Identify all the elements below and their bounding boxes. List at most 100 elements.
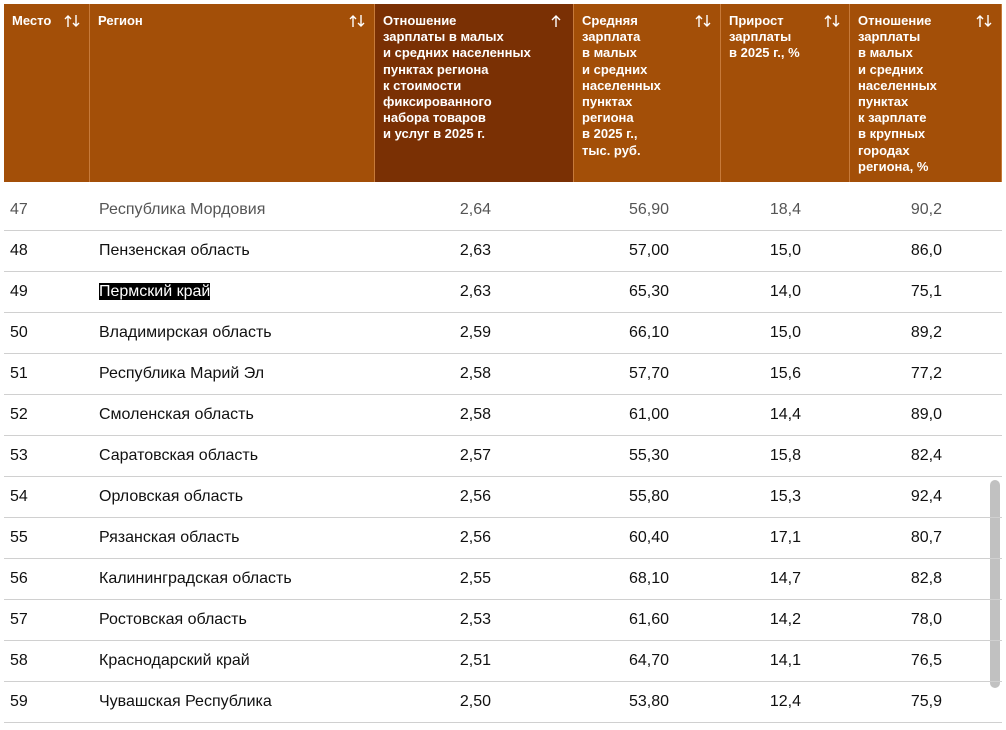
- table-cell: 57: [10, 600, 28, 640]
- cell-text: 52: [10, 406, 28, 423]
- cell-text: 2,63: [459, 283, 491, 300]
- table-row: 59 Чувашская Республика 2,50 53,80 12,4 75,9: [4, 682, 1002, 723]
- sort-icon[interactable]: [975, 14, 993, 28]
- column-header[interactable]: Прирост зарплаты в 2025 г., %: [721, 4, 850, 182]
- cell-text: Республика Марий Эл: [99, 365, 265, 382]
- cell-text: 50: [10, 324, 28, 341]
- header-text: зарплата: [582, 29, 641, 45]
- cell-text: 2,58: [459, 406, 491, 423]
- table-cell: Смоленская область: [99, 395, 254, 435]
- cell-text: 59: [10, 693, 28, 710]
- sort-icon[interactable]: [823, 14, 841, 28]
- table-cell: Ростовская область: [99, 600, 247, 640]
- header-text: региона, %: [858, 158, 929, 174]
- table-cell: 52: [10, 395, 28, 435]
- header-text: городах: [858, 142, 910, 158]
- table-cell: 50: [10, 313, 28, 353]
- cell-text: 90,2: [910, 201, 942, 218]
- cell-text: 48: [10, 242, 28, 259]
- header-text: Средняя: [582, 13, 638, 28]
- cell-text: 82,8: [910, 570, 942, 587]
- header-text: в 2025 г.,: [582, 126, 638, 142]
- cell-text: 14,1: [769, 652, 801, 669]
- column-header[interactable]: Отношение зарплаты в малых и средних населен…: [850, 4, 1002, 182]
- cell-text: 2,53: [459, 611, 491, 628]
- header-text: и средних: [858, 61, 924, 77]
- table-cell: 14,0: [770, 272, 801, 312]
- cell-text: 76,5: [910, 652, 942, 669]
- cell-text: Чувашская Республика: [99, 693, 272, 710]
- scrollbar[interactable]: [990, 480, 1000, 688]
- cell-text: 89,2: [910, 324, 942, 341]
- header-text: и услуг в 2025 г.: [383, 126, 485, 142]
- cell-text: 80,7: [910, 529, 942, 546]
- cell-text: Смоленская область: [99, 406, 254, 423]
- table-row: 49 Пермский край 2,63 65,30 14,0 75,1: [4, 272, 1002, 313]
- cell-text: 49: [10, 283, 28, 300]
- table-cell: 15,8: [770, 436, 801, 476]
- table-cell: 54: [10, 477, 28, 517]
- cell-text: 2,57: [459, 447, 491, 464]
- cell-text: 89,0: [910, 406, 942, 423]
- table-cell: 2,59: [460, 313, 491, 353]
- sort-icon[interactable]: [63, 14, 81, 28]
- cell-text: 54: [10, 488, 28, 505]
- cell-text: 57,70: [628, 365, 669, 382]
- column-header[interactable]: Отношение зарплаты в малых и средних насел…: [375, 4, 574, 182]
- header-text: в крупных: [858, 126, 926, 142]
- table-cell: 2,51: [460, 641, 491, 681]
- table-cell: 2,57: [460, 436, 491, 476]
- table-cell: 2,50: [460, 682, 491, 722]
- sort-icon[interactable]: [694, 14, 712, 28]
- cell-text: 17,1: [769, 529, 801, 546]
- cell-text: 61,00: [628, 406, 669, 423]
- table-cell: Рязанская область: [99, 518, 239, 558]
- header-text: к зарплате: [858, 110, 927, 126]
- table-cell: 14,4: [770, 395, 801, 435]
- cell-text: 57: [10, 611, 28, 628]
- table-cell: 55,30: [629, 436, 669, 476]
- cell-text: 2,56: [459, 529, 491, 546]
- table-cell: 61,60: [629, 600, 669, 640]
- table-cell: Калининградская область: [99, 559, 292, 599]
- cell-text: 86,0: [910, 242, 942, 259]
- table-row: 56 Калининградская область 2,55 68,10 14,7 82…: [4, 559, 1002, 600]
- table-row: 48 Пензенская область 2,63 57,00 15,0 86,0: [4, 231, 1002, 272]
- header-text: тыс. руб.: [582, 142, 641, 158]
- table-cell: 15,0: [770, 313, 801, 353]
- table-cell: 90,2: [911, 190, 942, 230]
- cell-text: 64,70: [628, 652, 669, 669]
- table-cell: 92,4: [911, 477, 942, 517]
- column-header[interactable]: Место: [4, 4, 90, 182]
- table-cell: 2,56: [460, 518, 491, 558]
- header-text: к стоимости: [383, 77, 462, 93]
- cell-text: Орловская область: [99, 488, 244, 505]
- table-row: 55 Рязанская область 2,56 60,40 17,1 80,7: [4, 518, 1002, 559]
- cell-text: 55: [10, 529, 28, 546]
- cell-text: 68,10: [628, 570, 669, 587]
- header-text: и средних: [582, 61, 648, 77]
- table-cell: 89,0: [911, 395, 942, 435]
- cell-text: Пензенская область: [99, 242, 250, 259]
- cell-text: 53: [10, 447, 28, 464]
- header-text: и средних населенных: [383, 45, 531, 61]
- sort-icon[interactable]: [348, 14, 366, 28]
- cell-text: 2,50: [459, 693, 491, 710]
- header-text: населенных: [582, 77, 661, 93]
- table-row: 53 Саратовская область 2,57 55,30 15,8 82,4: [4, 436, 1002, 477]
- column-header[interactable]: Регион: [90, 4, 375, 182]
- table-cell: 80,7: [911, 518, 942, 558]
- table-cell: 15,3: [770, 477, 801, 517]
- header-text: пунктах: [858, 94, 909, 110]
- table-cell: 60,40: [629, 518, 669, 558]
- table-cell: 2,58: [460, 354, 491, 394]
- cell-text: Пермский край: [99, 283, 211, 300]
- table-cell: 56,90: [629, 190, 669, 230]
- table-cell: Саратовская область: [99, 436, 258, 476]
- column-header[interactable]: Средняя зарплата в малых и средних населенны…: [574, 4, 721, 182]
- table-row: 51 Республика Марий Эл 2,58 57,70 15,6 77,2: [4, 354, 1002, 395]
- cell-text: 14,7: [769, 570, 801, 587]
- sort-icon[interactable]: [547, 14, 565, 28]
- table-cell: 18,4: [770, 190, 801, 230]
- table-cell: 15,0: [770, 231, 801, 271]
